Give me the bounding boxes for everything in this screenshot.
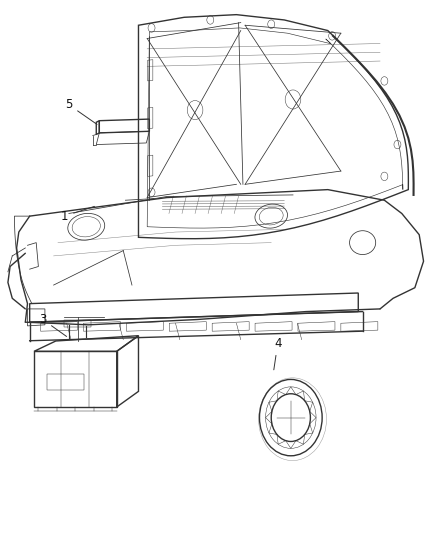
Text: 4: 4 (274, 337, 282, 370)
Text: 1: 1 (61, 206, 95, 223)
Text: 3: 3 (39, 313, 67, 336)
Text: 5: 5 (65, 98, 97, 124)
